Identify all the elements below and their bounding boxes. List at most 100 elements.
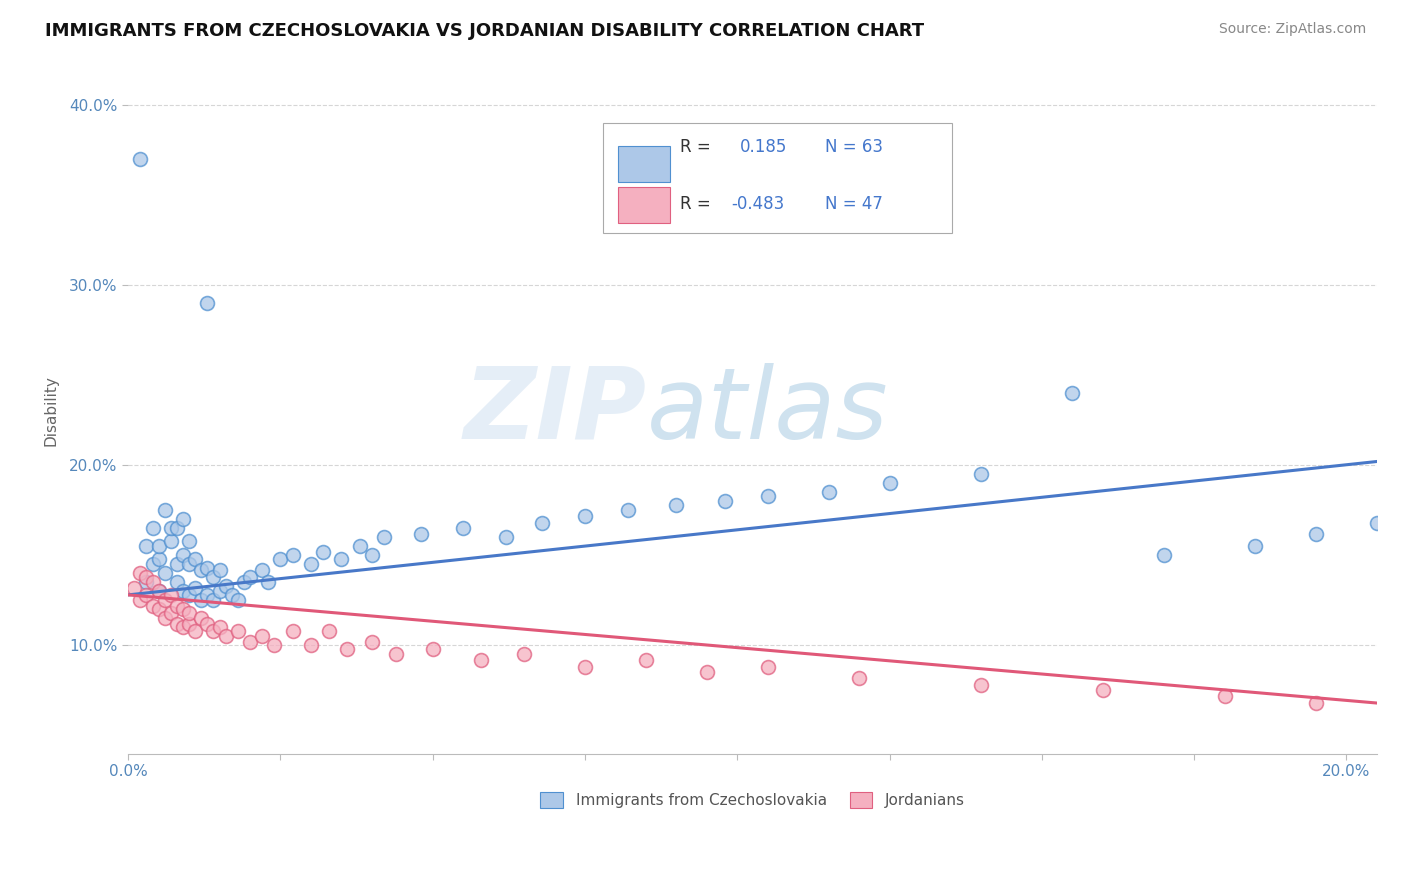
- Point: [141, 575, 163, 590]
- Text: Source: ZipAtlas.com: Source: ZipAtlas.com: [1219, 22, 1367, 37]
- Point: [373, 530, 395, 544]
- Point: [148, 584, 170, 599]
- Y-axis label: Disability: Disability: [44, 376, 58, 447]
- Point: [299, 638, 322, 652]
- Point: [257, 575, 280, 590]
- Point: [451, 521, 474, 535]
- Point: [195, 561, 218, 575]
- Point: [970, 467, 993, 482]
- Point: [202, 570, 225, 584]
- FancyBboxPatch shape: [617, 187, 671, 223]
- Point: [195, 616, 218, 631]
- Point: [135, 570, 157, 584]
- FancyBboxPatch shape: [603, 123, 952, 233]
- Point: [250, 629, 273, 643]
- Point: [208, 620, 231, 634]
- Text: R =: R =: [681, 138, 716, 156]
- Point: [177, 606, 200, 620]
- Point: [312, 544, 335, 558]
- Point: [166, 558, 188, 572]
- Point: [250, 563, 273, 577]
- Point: [574, 660, 596, 674]
- Point: [349, 539, 371, 553]
- Point: [148, 584, 170, 599]
- Point: [513, 648, 536, 662]
- Point: [153, 611, 176, 625]
- Point: [665, 498, 688, 512]
- Point: [129, 152, 152, 166]
- Point: [135, 575, 157, 590]
- Point: [263, 638, 285, 652]
- Point: [190, 563, 212, 577]
- Point: [172, 620, 194, 634]
- Text: atlas: atlas: [647, 362, 889, 459]
- Point: [172, 584, 194, 599]
- Point: [879, 476, 901, 491]
- Point: [195, 296, 218, 310]
- Point: [141, 599, 163, 613]
- Point: [159, 533, 181, 548]
- Point: [1244, 539, 1267, 553]
- Point: [135, 588, 157, 602]
- Point: [166, 521, 188, 535]
- Point: [1213, 689, 1236, 703]
- Point: [634, 653, 657, 667]
- Point: [208, 563, 231, 577]
- Point: [221, 588, 243, 602]
- Point: [470, 653, 492, 667]
- Point: [281, 548, 304, 562]
- Point: [166, 575, 188, 590]
- Point: [214, 579, 236, 593]
- Point: [239, 570, 262, 584]
- Point: [422, 642, 444, 657]
- Point: [148, 539, 170, 553]
- Point: [159, 588, 181, 602]
- Point: [696, 665, 718, 680]
- Point: [190, 593, 212, 607]
- Point: [177, 616, 200, 631]
- Text: R =: R =: [681, 195, 716, 213]
- Point: [1365, 516, 1388, 530]
- Text: ZIP: ZIP: [464, 362, 647, 459]
- Point: [172, 512, 194, 526]
- Point: [1153, 548, 1175, 562]
- Point: [153, 566, 176, 581]
- Point: [817, 485, 839, 500]
- Point: [299, 558, 322, 572]
- Point: [177, 588, 200, 602]
- Point: [177, 533, 200, 548]
- Point: [1305, 526, 1327, 541]
- Point: [269, 551, 291, 566]
- Legend: Immigrants from Czechoslovakia, Jordanians: Immigrants from Czechoslovakia, Jordania…: [534, 786, 970, 814]
- Text: IMMIGRANTS FROM CZECHOSLOVAKIA VS JORDANIAN DISABILITY CORRELATION CHART: IMMIGRANTS FROM CZECHOSLOVAKIA VS JORDAN…: [45, 22, 924, 40]
- Point: [141, 558, 163, 572]
- Point: [239, 634, 262, 648]
- Point: [141, 521, 163, 535]
- Point: [360, 548, 382, 562]
- Text: 0.185: 0.185: [740, 138, 787, 156]
- Point: [318, 624, 340, 638]
- Text: N = 63: N = 63: [825, 138, 883, 156]
- Point: [970, 678, 993, 692]
- Point: [184, 551, 207, 566]
- Point: [166, 616, 188, 631]
- Point: [202, 593, 225, 607]
- Point: [756, 489, 779, 503]
- Point: [172, 602, 194, 616]
- Point: [195, 588, 218, 602]
- Point: [336, 642, 359, 657]
- Point: [232, 575, 254, 590]
- Point: [1091, 683, 1114, 698]
- Point: [226, 593, 249, 607]
- Point: [848, 671, 870, 685]
- Text: -0.483: -0.483: [731, 195, 785, 213]
- Point: [184, 624, 207, 638]
- Point: [148, 602, 170, 616]
- Point: [153, 593, 176, 607]
- Point: [495, 530, 517, 544]
- Point: [159, 606, 181, 620]
- Point: [360, 634, 382, 648]
- Point: [122, 581, 145, 595]
- Point: [714, 494, 737, 508]
- Point: [177, 558, 200, 572]
